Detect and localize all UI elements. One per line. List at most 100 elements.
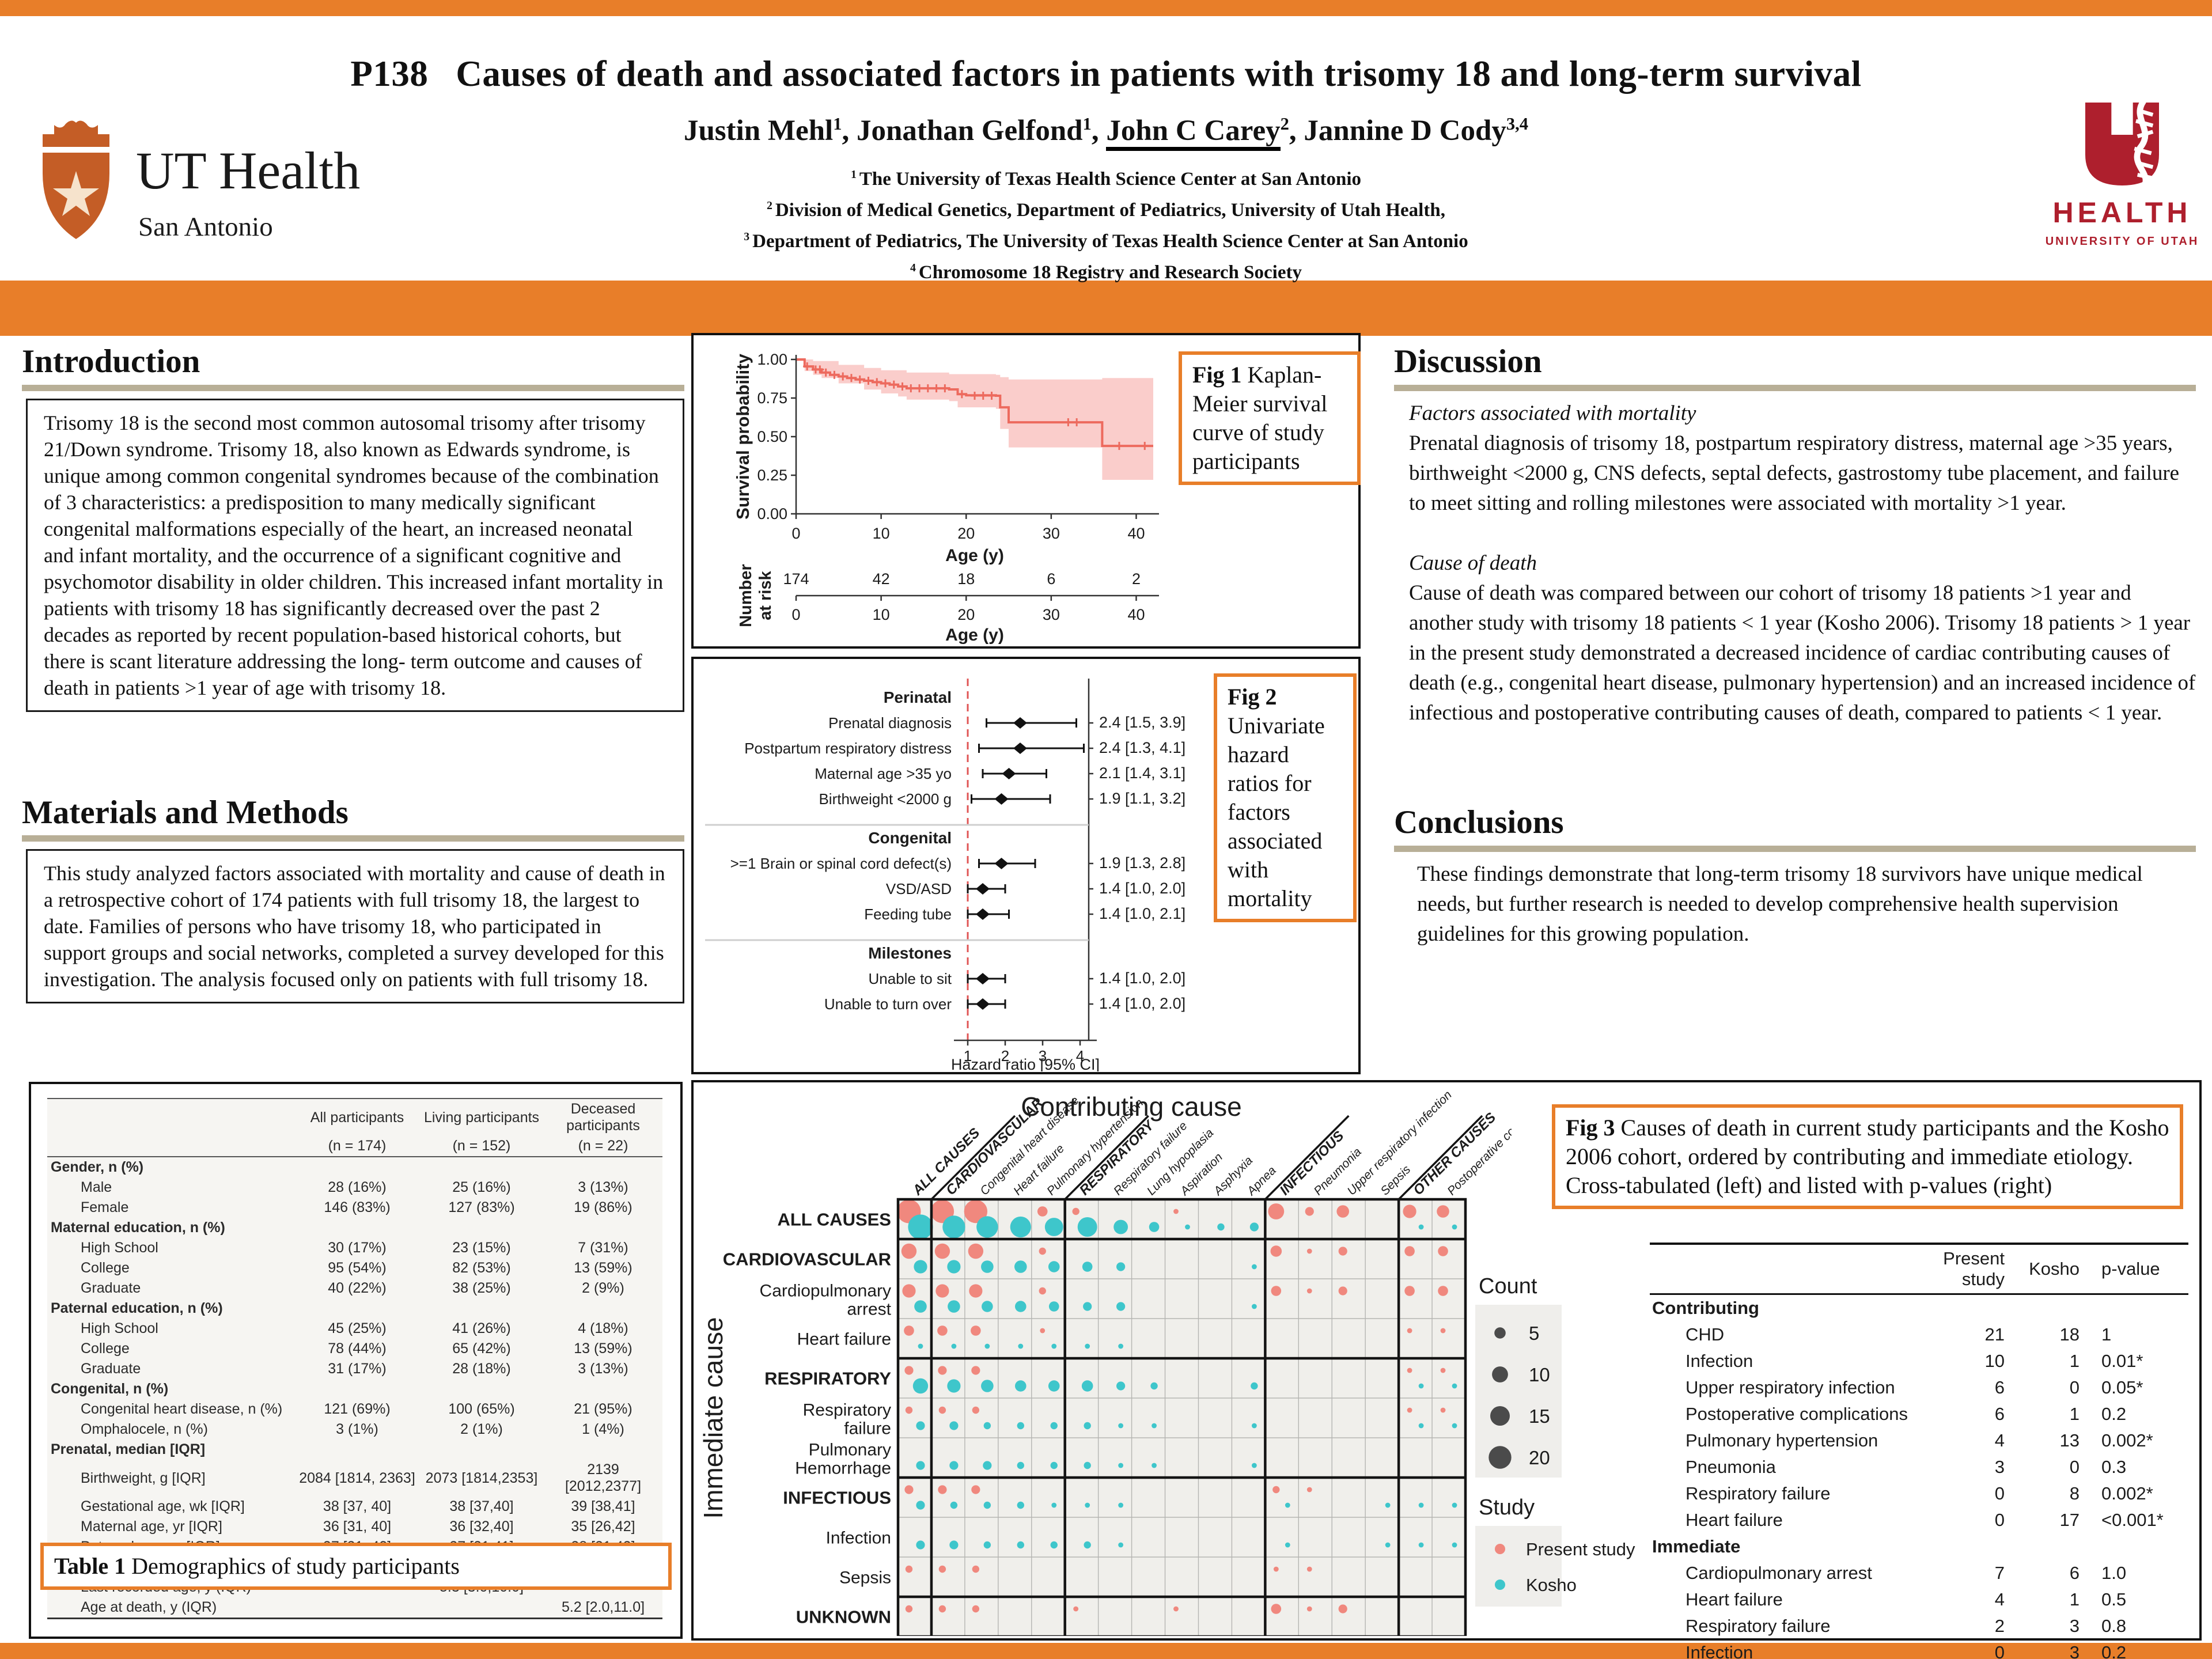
author-name: Jonathan Gelfond <box>857 115 1083 147</box>
author-affiliation-sup: 1 <box>1082 114 1092 134</box>
fig1-panel: 0.00 0.25 0.50 0.75 1.00 0 10 20 30 40 Age (y) Surv… <box>691 333 1361 649</box>
table-group-row: Immediate <box>1652 1536 1741 1556</box>
fig2-caption: Fig 2 Univariate hazard ratios for facto… <box>1214 673 1357 922</box>
svg-text:Survival probability: Survival probability <box>733 353 753 519</box>
table1-caption: Table 1 Demographics of study participan… <box>40 1543 672 1590</box>
table-row: Respiratory failure 0 8 0.002* <box>1685 1483 2153 1503</box>
svg-text:RESPIRATORY: RESPIRATORY <box>764 1369 891 1389</box>
intro-heading: Introduction <box>22 343 200 380</box>
svg-text:1.4 [1.0, 2.0]: 1.4 [1.0, 2.0] <box>1099 969 1185 987</box>
fig1-caption: Fig 1 Kaplan-Meier survival curve of stu… <box>1179 351 1361 485</box>
table-row: Congenital heart disease, n (%) 121 (69%)… <box>81 1401 632 1417</box>
fig3-panel: Contributing cause Immediate cause ALL CAU… <box>691 1080 2202 1659</box>
fig2-caption-label: Fig 2 <box>1228 684 1277 710</box>
table-row: High School 45 (25%) 41 (26%) 4 (18%) <box>81 1320 628 1336</box>
svg-text:10: 10 <box>1529 1364 1550 1385</box>
svg-text:2.4 [1.3, 4.1]: 2.4 [1.3, 4.1] <box>1099 739 1185 756</box>
table-row: CHD 21 18 1 <box>1685 1324 2112 1344</box>
table-row: Infection 10 1 0.01* <box>1685 1351 2143 1371</box>
table1-caption-label: Table 1 <box>54 1553 126 1579</box>
fig3-caption: Fig 3 Causes of death in current study p… <box>1552 1104 2183 1209</box>
svg-text:Age (y): Age (y) <box>945 626 1004 644</box>
fig2-caption-text: Univariate hazard ratios for factors ass… <box>1228 713 1325 911</box>
svg-text:1.9 [1.3, 2.8]: 1.9 [1.3, 2.8] <box>1099 854 1185 872</box>
svg-text:42: 42 <box>873 570 890 588</box>
table-row: Paternal education, n (%) <box>51 1300 223 1316</box>
svg-text:Cardiopulmonary: Cardiopulmonary <box>760 1282 891 1301</box>
svg-text:Kosho: Kosho <box>1526 1575 1577 1595</box>
author-affiliation-sup: 3,4 <box>1506 114 1529 134</box>
svg-text:174: 174 <box>783 570 809 588</box>
conclusions-heading: Conclusions <box>1394 804 1564 840</box>
table-row: Heart failure 0 17 <0.001* <box>1685 1510 2164 1530</box>
svg-text:0: 0 <box>791 525 800 542</box>
svg-text:1: 1 <box>964 1047 972 1065</box>
svg-text:Count: Count <box>1479 1274 1537 1298</box>
svg-text:Unable to sit: Unable to sit <box>868 970 952 987</box>
utah-logo-university: UNIVERSITY OF UTAH <box>2045 235 2199 248</box>
table-row: Male 28 (16%) 25 (16%) 3 (13%) <box>81 1179 628 1195</box>
table-row: Gender, n (%) <box>51 1159 144 1175</box>
svg-text:Infection: Infection <box>826 1529 891 1548</box>
svg-text:20: 20 <box>957 525 975 542</box>
table-row: Prenatal, median [IQR] <box>51 1441 206 1457</box>
table-row: Gestational age, wk [IQR] 38 [37, 40] 38 [… <box>81 1498 635 1514</box>
svg-text:30: 30 <box>1043 525 1060 542</box>
table-row: High School 30 (17%) 23 (15%) 7 (31%) <box>81 1240 628 1256</box>
table-row: Pneumonia 3 0 0.3 <box>1685 1457 2127 1477</box>
hazard-ratio-forest-plot: Perinatal Prenatal diagnosis 2.4 [1.5, 3.9… <box>705 679 1185 1071</box>
poster-title: P138 Causes of death and associated facto… <box>0 53 2212 95</box>
svg-text:1.4 [1.0, 2.0]: 1.4 [1.0, 2.0] <box>1099 880 1185 897</box>
table-row: Age at death, y (IQR) 5.2 [2.0,11.0] <box>47 1597 662 1619</box>
fig1-caption-label: Fig 1 <box>1192 362 1242 388</box>
svg-text:Sepsis: Sepsis <box>839 1569 891 1588</box>
table-row: Graduate 31 (17%) 28 (18%) 3 (13%) <box>81 1361 628 1377</box>
discussion-text: Factors associated with mortality Prenat… <box>1409 399 2196 728</box>
svg-text:0: 0 <box>791 606 800 623</box>
svg-text:Congenital: Congenital <box>868 829 952 847</box>
svg-text:2: 2 <box>1001 1047 1009 1065</box>
table-row: Cardiopulmonary arrest 7 6 1.0 <box>1685 1563 2127 1583</box>
author-name: , <box>842 115 857 147</box>
svg-text:Unable to turn over: Unable to turn over <box>824 995 952 1013</box>
svg-text:UNKNOWN: UNKNOWN <box>796 1607 891 1627</box>
svg-text:1.4 [1.0, 2.0]: 1.4 [1.0, 2.0] <box>1099 995 1185 1012</box>
svg-text:Hemorrhage: Hemorrhage <box>795 1459 891 1478</box>
demographics-table: All participants Living participants Decea… <box>47 1098 662 1619</box>
svg-text:10: 10 <box>873 525 890 542</box>
methods-heading: Materials and Methods <box>22 794 349 831</box>
svg-text:Maternal age >35 yo: Maternal age >35 yo <box>815 765 952 782</box>
top-orange-strip <box>0 0 2212 16</box>
affiliation-line: 3 Department of Pediatrics, The Universi… <box>744 230 1468 252</box>
svg-text:Number: Number <box>737 564 755 627</box>
table-row: Graduate 40 (22%) 38 (25%) 2 (9%) <box>81 1280 624 1296</box>
table-row: College 95 (54%) 82 (53%) 13 (59%) <box>81 1260 632 1276</box>
table1-panel: All participants Living participants Decea… <box>29 1082 683 1639</box>
svg-text:Prenatal diagnosis: Prenatal diagnosis <box>828 714 952 732</box>
svg-text:0.50: 0.50 <box>757 428 787 445</box>
svg-text:Hazard ratio [95% CI]: Hazard ratio [95% CI] <box>951 1056 1100 1071</box>
svg-text:1.9 [1.1, 3.2]: 1.9 [1.1, 3.2] <box>1099 790 1185 807</box>
svg-text:>=1 Brain or spinal cord defec: >=1 Brain or spinal cord defect(s) <box>730 855 952 872</box>
table-row: Infection 0 3 0.2 <box>1685 1642 2127 1659</box>
svg-text:3: 3 <box>1039 1047 1047 1065</box>
svg-text:40: 40 <box>1127 525 1145 542</box>
affiliation-line: 4 Chromosome 18 Registry and Research So… <box>910 262 1302 283</box>
discussion-rule <box>1394 385 2196 391</box>
svg-text:5: 5 <box>1529 1323 1539 1344</box>
svg-text:failure: failure <box>844 1419 891 1438</box>
svg-text:Postpartum respiratory distres: Postpartum respiratory distress <box>744 740 952 757</box>
table-row: Female 146 (83%) 127 (83%) 19 (86%) <box>81 1199 632 1215</box>
author-line: Justin Mehl1, Jonathan Gelfond1, John C … <box>0 114 2212 151</box>
svg-text:20: 20 <box>957 606 975 623</box>
svg-text:Study: Study <box>1479 1495 1535 1520</box>
author-name: , <box>1091 115 1107 147</box>
svg-text:VSD/ASD: VSD/ASD <box>886 880 952 897</box>
svg-text:Milestones: Milestones <box>868 944 952 962</box>
svg-text:Present study: Present study <box>1526 1539 1635 1559</box>
ut-shield-icon <box>43 120 109 239</box>
svg-text:2: 2 <box>1132 570 1141 588</box>
svg-text:0.00: 0.00 <box>757 505 787 522</box>
